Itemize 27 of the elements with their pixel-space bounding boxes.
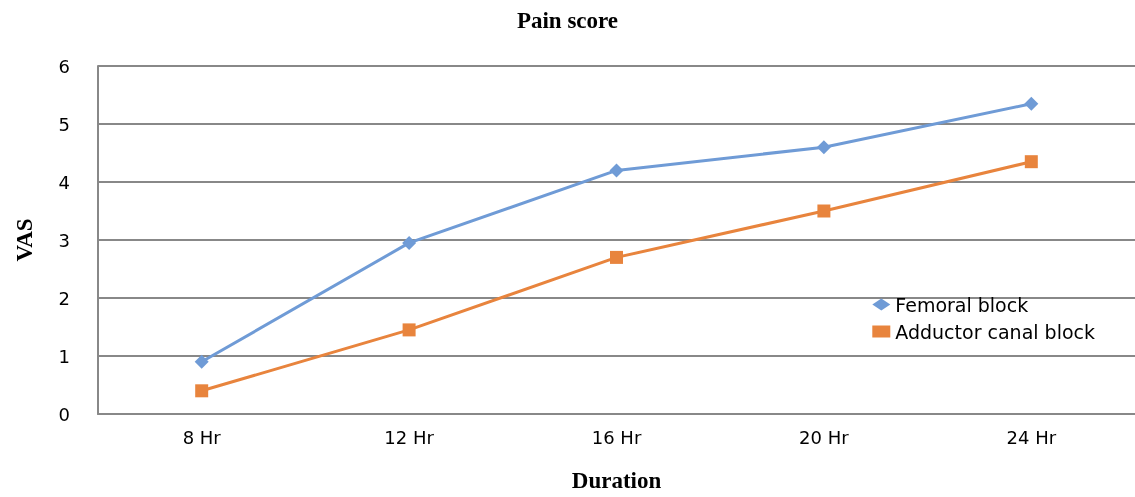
point (402, 235, 417, 250)
point (817, 204, 831, 218)
y-tick-label: 5 (58, 113, 70, 135)
point (609, 163, 624, 178)
x-tick-label: 24 Hr (1006, 426, 1057, 448)
legend-label: Adductor canal block (895, 320, 1096, 343)
point (610, 250, 623, 264)
y-tick-label: 6 (58, 55, 70, 77)
point (816, 140, 831, 155)
x-tick-label: 20 Hr (799, 426, 850, 448)
point (194, 354, 209, 369)
y-tick-label: 2 (58, 287, 70, 309)
x-tick-label: 12 Hr (384, 426, 435, 448)
x-tick-label: 16 Hr (591, 426, 642, 448)
legend-label: Femoral block (895, 293, 1029, 316)
y-tick-label: 0 (58, 403, 70, 425)
y-tick-label: 4 (58, 171, 70, 193)
y-tick-label: 1 (58, 345, 70, 367)
point (402, 323, 416, 337)
chart-title: Pain score (516, 8, 619, 33)
point (1024, 96, 1039, 111)
point (1024, 155, 1038, 169)
x-axis-title: Duration (571, 468, 662, 493)
x-tick-label: 8 Hr (182, 426, 222, 448)
y-tick-label: 3 (58, 229, 70, 251)
point (195, 384, 209, 398)
y-axis-title: VAS (12, 218, 37, 262)
